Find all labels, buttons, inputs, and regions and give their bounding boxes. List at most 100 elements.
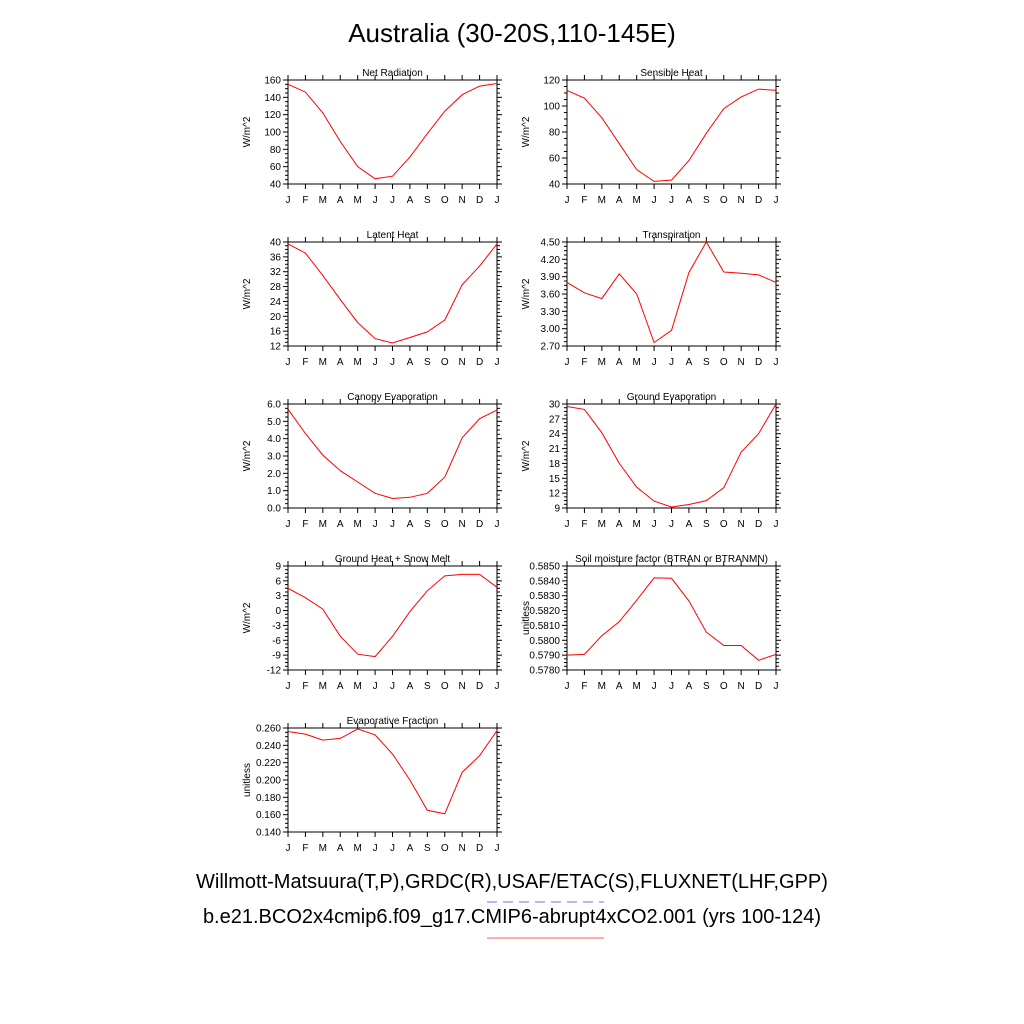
panel-title: Transpiration xyxy=(643,230,701,241)
y-tick-label: 4.0 xyxy=(267,434,281,445)
x-tick-label: S xyxy=(703,681,710,692)
chart-panel: Soil moisture factor (BTRAN or BTRANMN) u… xyxy=(521,554,781,692)
x-tick-label: M xyxy=(598,519,606,530)
y-tick-label: 0.0 xyxy=(267,504,281,515)
y-tick-label: 9 xyxy=(275,562,281,573)
x-tick-label: F xyxy=(581,195,587,206)
x-tick-label: J xyxy=(286,195,291,206)
x-tick-label: M xyxy=(353,681,361,692)
y-axis-label: W/m^2 xyxy=(521,440,532,471)
x-tick-label: A xyxy=(337,195,344,206)
series-line xyxy=(566,577,777,661)
y-tick-label: 0.5780 xyxy=(529,666,560,677)
y-tick-label: 24 xyxy=(549,429,561,440)
y-tick-label: 36 xyxy=(270,252,282,263)
y-tick-label: 100 xyxy=(543,102,560,113)
x-tick-label: J xyxy=(373,681,378,692)
y-tick-label: 0.5790 xyxy=(529,651,560,662)
y-tick-label: 0.260 xyxy=(256,724,281,735)
x-tick-label: J xyxy=(495,681,500,692)
page-title: Australia (30-20S,110-145E) xyxy=(348,18,676,48)
x-tick-label: D xyxy=(476,519,483,530)
y-tick-label: 80 xyxy=(549,128,561,139)
x-tick-label: A xyxy=(616,519,623,530)
x-tick-label: J xyxy=(565,357,570,368)
x-tick-label: J xyxy=(390,519,395,530)
y-tick-label: 24 xyxy=(270,297,282,308)
y-tick-label: 18 xyxy=(549,459,561,470)
x-tick-label: A xyxy=(686,195,693,206)
x-tick-label: A xyxy=(407,843,414,854)
x-tick-label: J xyxy=(286,681,291,692)
y-tick-label: 0.180 xyxy=(256,793,281,804)
x-tick-label: S xyxy=(703,195,710,206)
x-tick-label: M xyxy=(598,681,606,692)
y-tick-label: 4.50 xyxy=(541,238,561,249)
y-tick-label: 160 xyxy=(264,76,281,87)
x-tick-label: J xyxy=(565,195,570,206)
x-tick-label: J xyxy=(495,195,500,206)
x-tick-label: O xyxy=(720,357,728,368)
y-axis-label: W/m^2 xyxy=(242,602,253,633)
y-tick-label: 0.5820 xyxy=(529,606,560,617)
x-tick-label: M xyxy=(319,195,327,206)
x-tick-label: S xyxy=(424,195,431,206)
x-tick-label: J xyxy=(373,843,378,854)
chart-panel: Transpiration W/m^2 2.70 3.00 3.30 3.60 3.90 4.… xyxy=(521,230,781,368)
y-tick-label: 5.0 xyxy=(267,417,281,428)
panel-title: Sensible Heat xyxy=(640,68,702,79)
x-tick-label: O xyxy=(441,195,449,206)
x-tick-label: J xyxy=(652,681,657,692)
x-tick-label: J xyxy=(669,195,674,206)
x-tick-label: A xyxy=(407,519,414,530)
y-tick-label: 0.5800 xyxy=(529,636,560,647)
x-tick-label: M xyxy=(598,195,606,206)
x-tick-label: A xyxy=(407,681,414,692)
y-tick-label: 0.160 xyxy=(256,810,281,821)
y-tick-label: 120 xyxy=(543,76,560,87)
x-tick-label: N xyxy=(459,195,466,206)
x-tick-label: M xyxy=(598,357,606,368)
x-tick-label: J xyxy=(390,843,395,854)
x-tick-label: M xyxy=(353,843,361,854)
y-tick-label: 20 xyxy=(270,312,282,323)
chart-panel: Evaporative Fraction unitless 0.140 0.160 0.… xyxy=(242,716,502,854)
x-tick-label: D xyxy=(476,843,483,854)
y-tick-label: 0.140 xyxy=(256,828,281,839)
x-tick-label: F xyxy=(302,195,308,206)
x-tick-label: J xyxy=(390,681,395,692)
series-line xyxy=(287,243,498,344)
x-tick-label: O xyxy=(720,195,728,206)
y-tick-label: 32 xyxy=(270,267,282,278)
y-tick-label: 0.200 xyxy=(256,776,281,787)
series-line xyxy=(287,408,498,500)
x-tick-label: J xyxy=(774,195,779,206)
y-tick-label: 12 xyxy=(549,489,561,500)
x-tick-label: S xyxy=(424,843,431,854)
y-tick-label: -3 xyxy=(272,621,281,632)
y-tick-label: 3.90 xyxy=(541,272,561,283)
x-tick-label: N xyxy=(738,681,745,692)
x-tick-label: J xyxy=(774,681,779,692)
x-tick-label: J xyxy=(390,195,395,206)
x-tick-label: J xyxy=(774,519,779,530)
x-tick-label: N xyxy=(738,357,745,368)
x-tick-label: M xyxy=(353,357,361,368)
x-tick-label: M xyxy=(319,681,327,692)
panel-title: Ground Heat + Snow Melt xyxy=(335,554,451,565)
y-tick-label: 3.30 xyxy=(541,307,561,318)
y-axis-label: W/m^2 xyxy=(521,116,532,147)
y-tick-label: 0 xyxy=(275,606,281,617)
x-tick-label: J xyxy=(390,357,395,368)
x-tick-label: F xyxy=(302,843,308,854)
x-tick-label: M xyxy=(353,195,361,206)
y-tick-label: 100 xyxy=(264,128,281,139)
y-tick-label: 0.5810 xyxy=(529,621,560,632)
y-tick-label: 30 xyxy=(549,400,561,411)
y-tick-label: 16 xyxy=(270,327,282,338)
y-tick-label: 40 xyxy=(270,238,282,249)
